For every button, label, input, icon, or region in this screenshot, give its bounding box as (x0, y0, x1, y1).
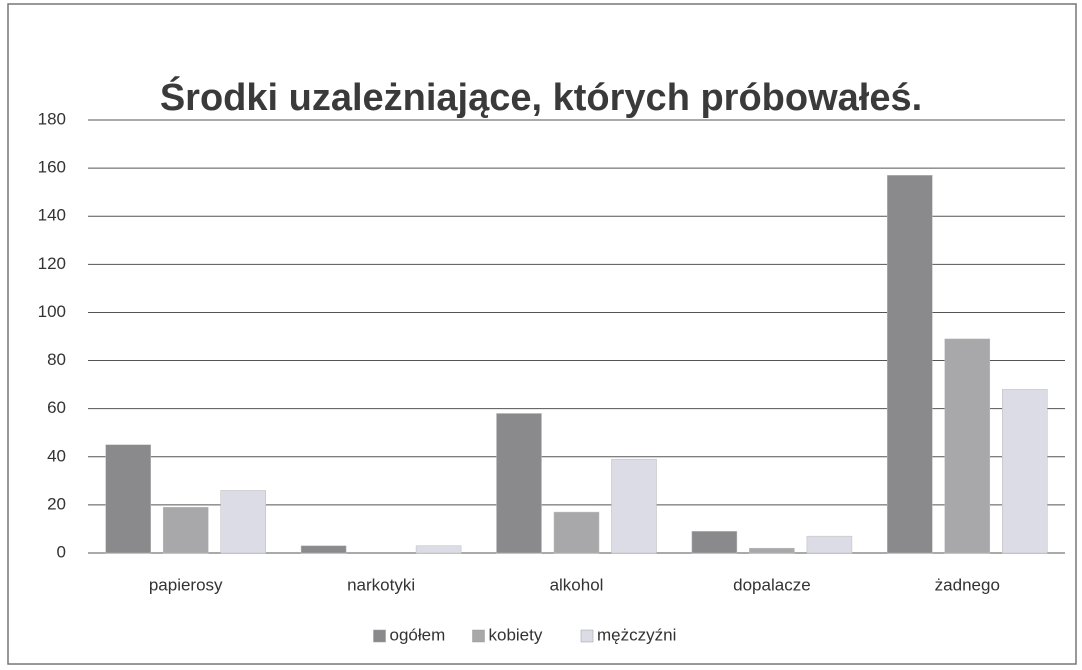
y-tick-label: 160 (38, 158, 66, 177)
y-tick-label: 40 (47, 446, 66, 465)
x-tick-label: papierosy (149, 575, 223, 594)
legend-label: kobiety (489, 625, 543, 644)
y-tick-label: 60 (47, 398, 66, 417)
y-tick-label: 120 (38, 254, 66, 273)
legend-label: mężczyźni (597, 625, 676, 644)
bar (220, 490, 266, 554)
x-tick-label: alkohol (550, 575, 604, 594)
bar (300, 545, 347, 554)
y-tick-label: 0 (57, 542, 66, 561)
legend-swatch (373, 629, 386, 643)
bar (496, 413, 542, 554)
y-tick-label: 180 (38, 109, 66, 128)
x-tick-label: narkotyki (347, 575, 415, 594)
bar (749, 547, 795, 554)
y-tick-label: 20 (47, 494, 66, 513)
bar (691, 531, 738, 554)
bar (944, 338, 991, 554)
x-tick-label: żadnego (935, 575, 1000, 594)
bar (611, 458, 657, 554)
bar (415, 545, 462, 554)
bar (1002, 389, 1048, 554)
bar (806, 535, 853, 554)
legend-swatch (580, 629, 594, 643)
x-tick-label: dopalacze (733, 575, 811, 594)
bar (105, 444, 151, 554)
legend-swatch (472, 629, 485, 643)
bar (887, 175, 933, 554)
y-tick-label: 80 (47, 350, 66, 369)
bar (553, 511, 600, 554)
y-tick-label: 100 (38, 302, 66, 321)
legend-label: ogółem (390, 625, 446, 644)
bar (162, 507, 209, 554)
chart-title: Środki uzależniające, których próbowałeś… (160, 75, 922, 119)
y-tick-label: 140 (38, 206, 66, 225)
